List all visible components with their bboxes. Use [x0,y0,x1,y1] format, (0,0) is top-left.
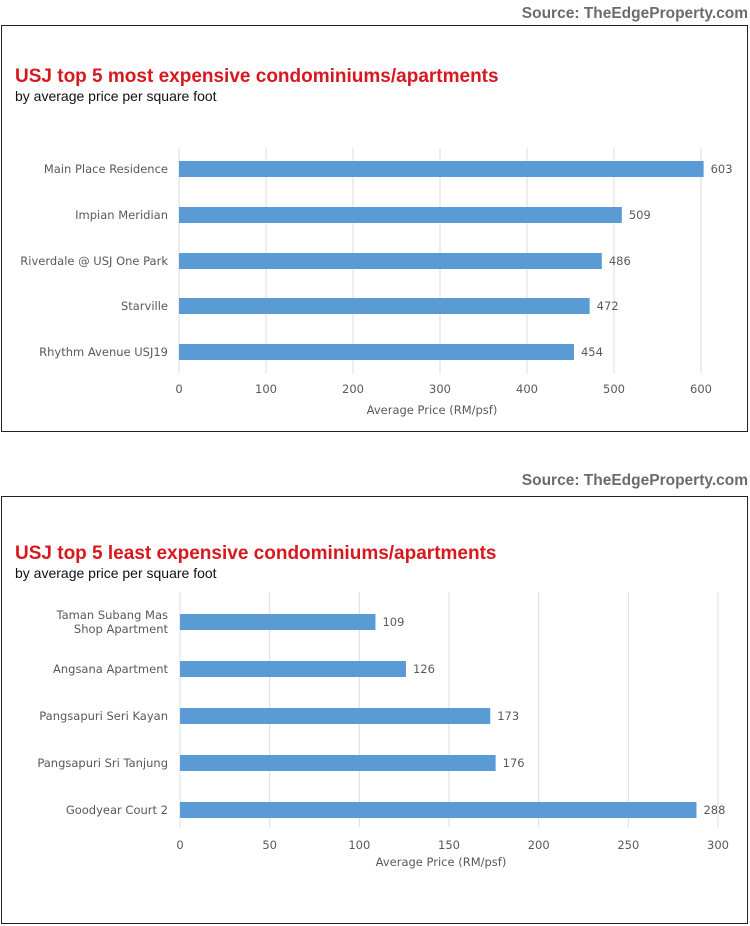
category-label: Angsana Apartment [53,662,169,676]
data-label: 486 [609,254,631,268]
chart-panel-least-expensive: USJ top 5 least expensive condominiums/a… [1,496,748,924]
data-label: 454 [581,345,603,359]
bar [179,161,704,177]
data-label: 176 [503,756,525,770]
source-label: Source: TheEdgeProperty.com [521,5,748,22]
data-label: 603 [711,162,733,176]
chart-title: USJ top 5 least expensive condominiums/a… [15,543,497,564]
bar [180,755,496,771]
bar [180,802,697,818]
x-tick-label: 100 [348,838,370,852]
chart-subtitle: by average price per square foot [15,88,217,104]
x-tick-label: 400 [516,382,538,396]
category-label: Pangsapuri Sri Tanjung [37,756,168,770]
bar [180,708,491,724]
bar-chart-least-expensive: 0 50 100 150 200 250 300 Taman Subang Mas Shop A… [37,592,729,869]
bar [179,207,622,223]
x-tick-label: 300 [429,382,451,396]
data-label: 288 [703,803,725,817]
x-axis-title: Average Price (RM/psf) [376,855,507,869]
chart-title: USJ top 5 most expensive condominiums/ap… [15,66,499,87]
source-label: Source: TheEdgeProperty.com [521,472,748,489]
x-tick-label: 200 [342,382,364,396]
data-label: 173 [497,709,519,723]
x-tick-label: 50 [262,838,277,852]
data-label: 509 [629,208,651,222]
category-label: Rhythm Avenue USJ19 [39,345,168,359]
x-tick-label: 200 [528,838,550,852]
category-label: Main Place Residence [44,162,168,176]
x-tick-label: 100 [255,382,277,396]
data-label: 472 [597,299,619,313]
x-tick-label: 0 [175,382,182,396]
category-label: Riverdale @ USJ One Park [20,254,168,268]
category-label: Impian Meridian [75,208,168,222]
x-tick-label: 300 [707,838,729,852]
data-label: 109 [382,615,404,629]
x-tick-label: 150 [438,838,460,852]
bar [180,614,376,630]
chart-subtitle: by average price per square foot [15,565,217,581]
bar [180,661,406,677]
x-tick-label: 0 [176,838,183,852]
bar [179,253,602,269]
x-tick-label: 500 [603,382,625,396]
x-tick-label: 600 [690,382,712,396]
category-label: Goodyear Court 2 [66,803,168,817]
bar [179,344,574,360]
chart-panel-most-expensive: USJ top 5 most expensive condominiums/ap… [1,25,748,432]
x-tick-label: 250 [617,838,639,852]
data-label: 126 [413,662,435,676]
bar-chart-most-expensive: 0 100 200 300 400 500 600 Main Place Residence 6… [20,148,733,417]
category-label: Taman Subang Mas Shop Apartment [55,608,168,636]
bar [179,298,590,314]
category-label: Starville [121,299,168,313]
category-label: Pangsapuri Seri Kayan [39,709,168,723]
x-axis-title: Average Price (RM/psf) [367,403,498,417]
